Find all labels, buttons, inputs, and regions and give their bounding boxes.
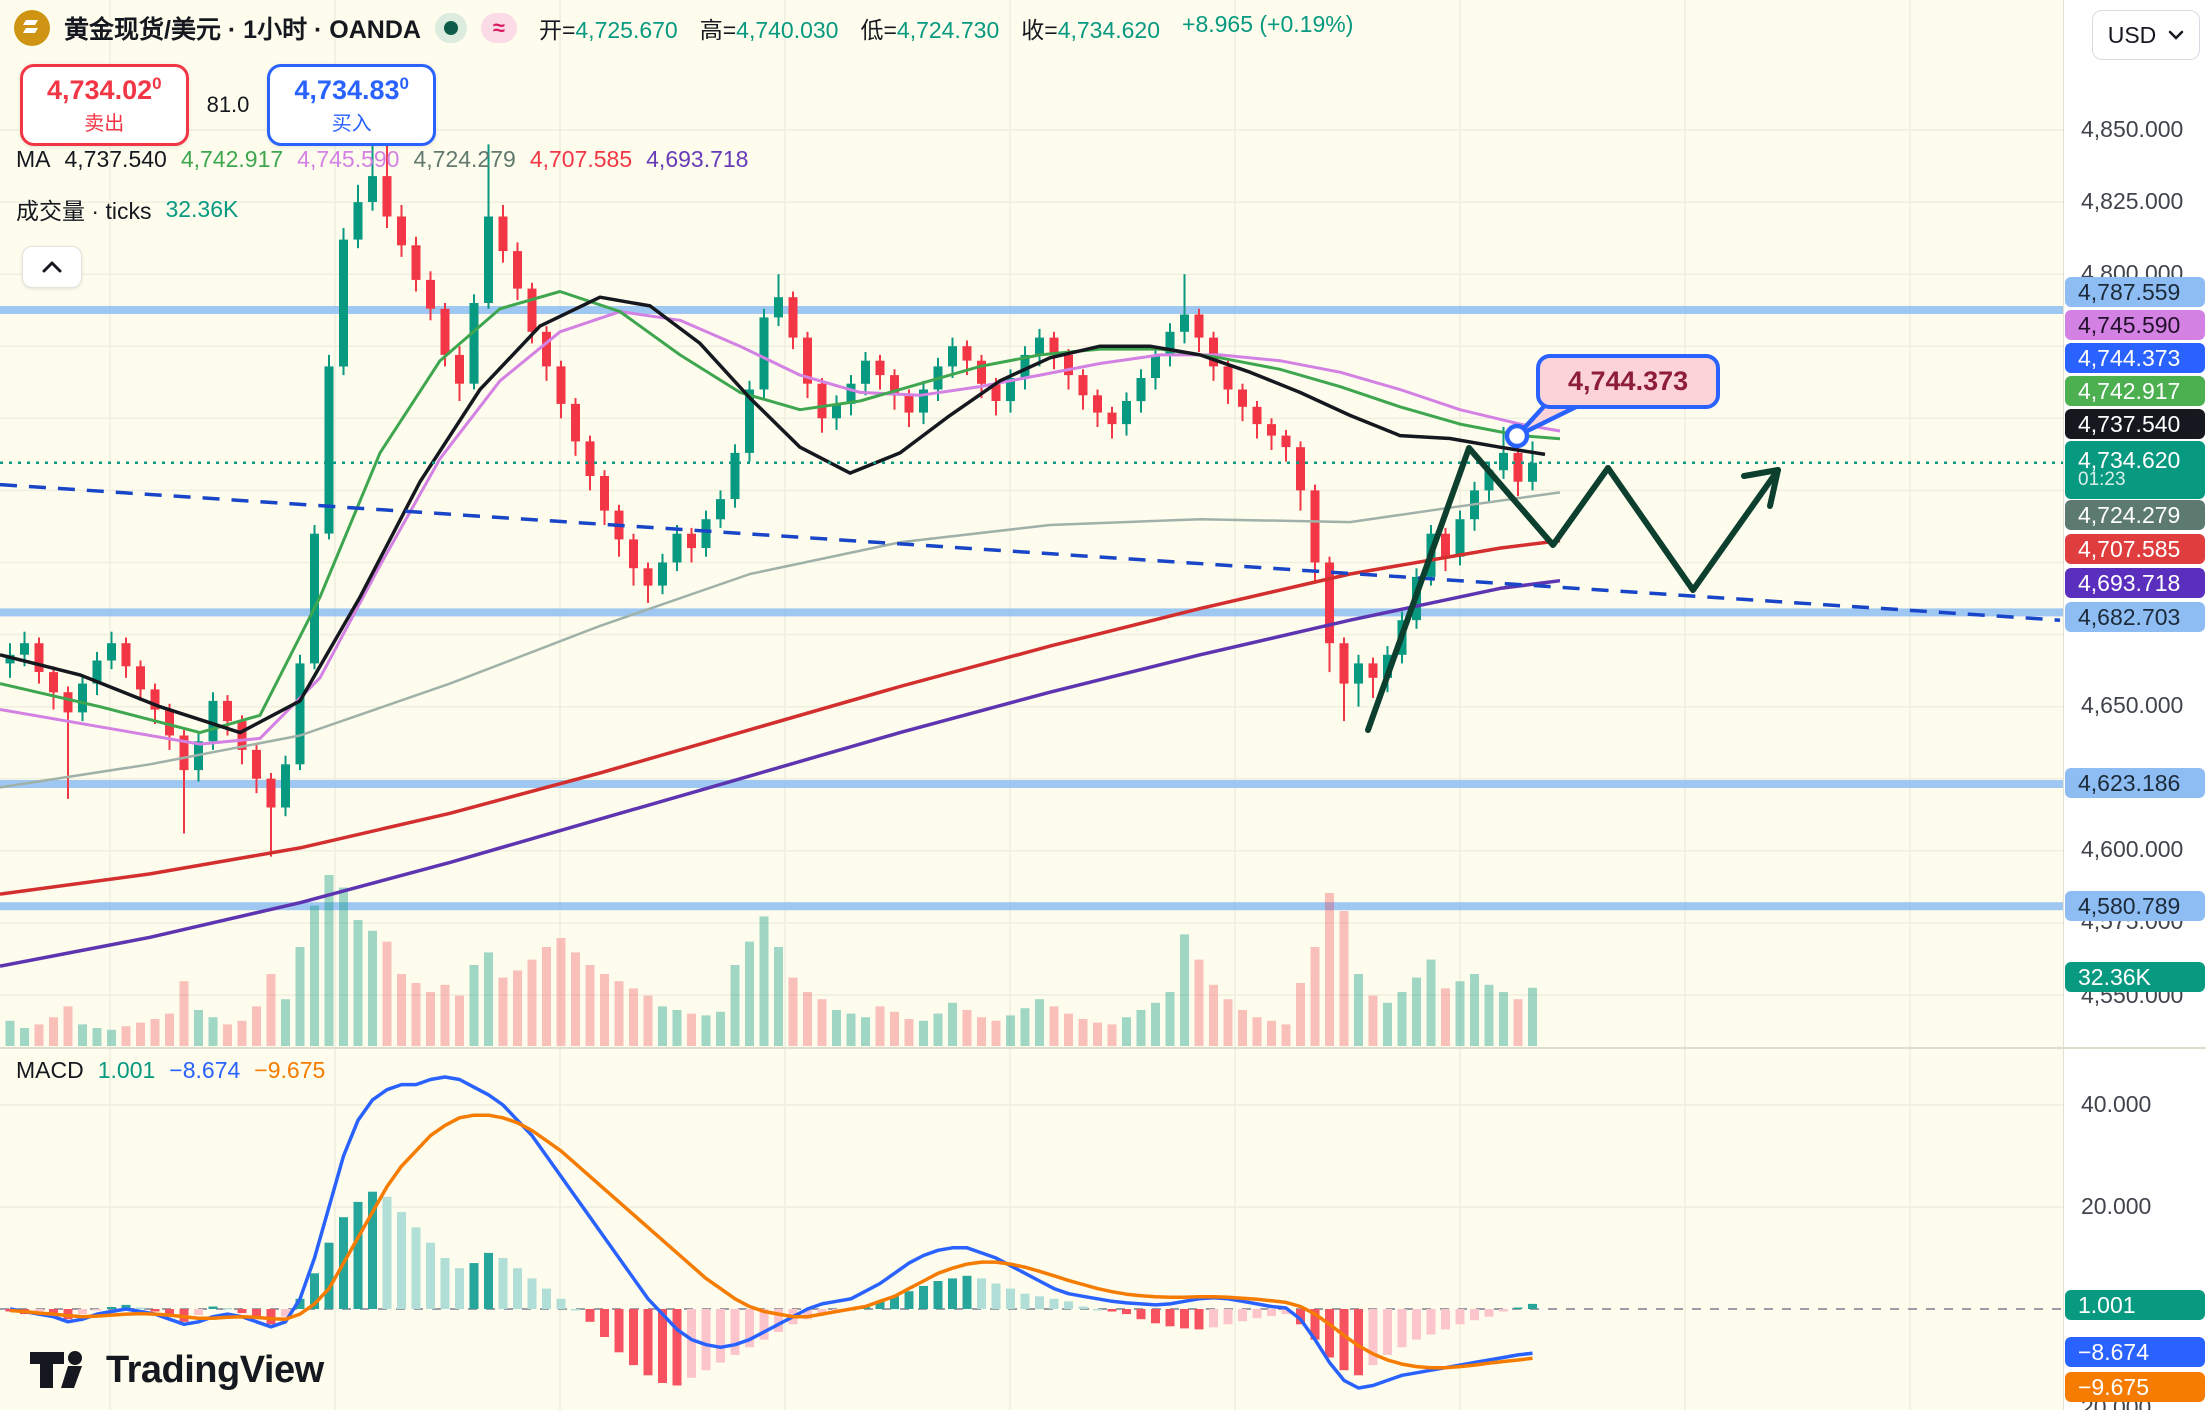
price-note-callout[interactable]: 4,744.373 bbox=[1500, 350, 1721, 460]
price-chip: 4,745.590 bbox=[2065, 310, 2205, 340]
volume-value: 32.36K bbox=[165, 195, 239, 222]
tradingview-mark-icon bbox=[30, 1351, 82, 1388]
macd-legend: MACD 1.001 −8.674 −9.675 bbox=[16, 1057, 325, 1084]
ma-legend-label: MA bbox=[16, 146, 51, 172]
price-axis-label: 4,650.000 bbox=[2081, 692, 2184, 718]
price-change: +8.965 (+0.19%) bbox=[1182, 11, 1354, 37]
buy-button[interactable]: 4,734.830 买入 bbox=[267, 64, 436, 146]
price-chip: 4,787.559 bbox=[2065, 277, 2205, 307]
ma-value-1: 4,737.540 bbox=[64, 146, 167, 172]
ohlc-open: 开=4,725.670 bbox=[538, 17, 678, 43]
price-chip: −8.674 bbox=[2065, 1337, 2205, 1367]
spread-value: 81.0 bbox=[206, 92, 250, 117]
price-chip: 4,707.585 bbox=[2065, 534, 2205, 564]
price-chip: 4,580.789 bbox=[2065, 891, 2205, 921]
chevron-up-icon bbox=[42, 261, 62, 273]
price-axis-label: 4,600.000 bbox=[2081, 836, 2184, 862]
market-status-icon[interactable] bbox=[434, 13, 467, 43]
price-chip: 4,737.540 bbox=[2065, 409, 2205, 439]
volume-legend-label: 成交量 · ticks bbox=[16, 198, 152, 224]
volume-legend: 成交量 · ticks 32.36K bbox=[16, 192, 238, 226]
price-chip: 4,744.373 bbox=[2065, 343, 2205, 373]
ma-value-6: 4,693.718 bbox=[646, 146, 749, 172]
header: 黄金现货/美元 · 1小时 · OANDA ≈ 开=4,725.670 高=4,… bbox=[14, 10, 1353, 46]
ohlc-row: 开=4,725.670 高=4,740.030 低=4,724.730 收=4,… bbox=[539, 11, 1353, 45]
price-chip: −9.675 bbox=[2065, 1372, 2205, 1402]
price-chip: 4,734.620 01:23 bbox=[2065, 441, 2205, 499]
symbol-title[interactable]: 黄金现货/美元 · 1小时 · OANDA bbox=[64, 16, 421, 44]
buy-label: 买入 bbox=[331, 113, 372, 135]
tradingview-logo[interactable]: TradingView bbox=[28, 1348, 324, 1392]
callout-text: 4,744.373 bbox=[1536, 354, 1721, 409]
price-axis-label: 40.000 bbox=[2081, 1091, 2152, 1117]
ohlc-low: 低=4,724.730 bbox=[860, 17, 1000, 43]
macd-hist-value: −9.675 bbox=[254, 1057, 326, 1083]
macd-signal-value: −8.674 bbox=[169, 1057, 241, 1083]
order-panel: 4,734.020 卖出 81.0 4,734.830 买入 bbox=[20, 64, 436, 146]
collapse-button[interactable] bbox=[22, 246, 82, 288]
sell-label: 卖出 bbox=[84, 113, 125, 135]
ma-value-5: 4,707.585 bbox=[529, 146, 633, 172]
ma-value-3: 4,745.590 bbox=[297, 146, 400, 172]
sell-button[interactable]: 4,734.020 卖出 bbox=[20, 64, 189, 146]
ohlc-close: 收=4,734.620 bbox=[1021, 17, 1161, 43]
price-chip: 4,682.703 bbox=[2065, 602, 2205, 632]
macd-value: 1.001 bbox=[97, 1057, 156, 1083]
ma-value-4: 4,724.279 bbox=[413, 146, 516, 172]
price-axis-label: 20.000 bbox=[2081, 1193, 2152, 1219]
gold-coin-icon bbox=[14, 10, 50, 46]
price-chip: 1.001 bbox=[2065, 1290, 2205, 1320]
macd-legend-label: MACD bbox=[16, 1057, 84, 1083]
ma-legend: MA 4,737.540 4,742.917 4,745.590 4,724.2… bbox=[16, 146, 748, 173]
approx-data-icon[interactable]: ≈ bbox=[480, 13, 517, 43]
pane-divider bbox=[0, 1047, 2206, 1049]
ma-value-2: 4,742.917 bbox=[180, 146, 284, 172]
ohlc-high: 高=4,740.030 bbox=[699, 17, 839, 43]
price-chip: 4,724.279 bbox=[2065, 500, 2205, 530]
price-chip: 4,623.186 bbox=[2065, 768, 2205, 798]
price-chip: 4,742.917 bbox=[2065, 376, 2205, 406]
currency-select[interactable]: USD bbox=[2092, 10, 2200, 60]
price-axis-label: 4,850.000 bbox=[2081, 116, 2184, 142]
tradingview-wordmark: TradingView bbox=[106, 1348, 324, 1391]
currency-label: USD bbox=[2107, 21, 2157, 48]
price-chip: 32.36K bbox=[2065, 962, 2205, 992]
price-scale-panel[interactable]: 4,850.000 4,825.000 4,800.000 4,650.000 4,60… bbox=[2063, 0, 2206, 1410]
chevron-down-icon bbox=[2169, 30, 2184, 40]
price-axis-label: 4,825.000 bbox=[2081, 188, 2184, 214]
price-chip: 4,693.718 bbox=[2065, 568, 2205, 598]
